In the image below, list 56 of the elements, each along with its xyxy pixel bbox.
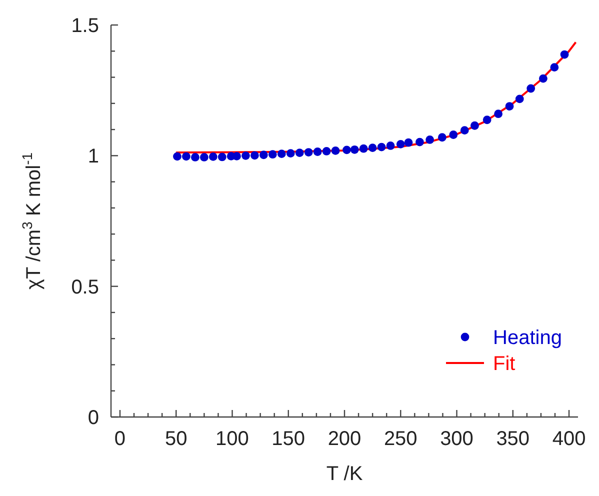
y-tick-label: 1.5	[71, 15, 99, 37]
x-tick-label: 400	[552, 428, 586, 450]
point	[331, 146, 340, 155]
x-tick-label: 250	[384, 428, 418, 450]
point	[250, 151, 259, 160]
point	[550, 63, 559, 72]
x-tick-label: 350	[496, 428, 530, 450]
point	[295, 148, 304, 157]
point	[526, 84, 536, 93]
point	[386, 142, 395, 150]
point	[515, 94, 524, 104]
point	[416, 138, 424, 146]
point	[396, 140, 405, 148]
y-tick-label: 1	[88, 146, 99, 168]
point	[286, 149, 295, 158]
point	[449, 130, 458, 139]
point	[368, 144, 377, 152]
point	[377, 142, 386, 152]
x-tick-label: 100	[216, 428, 249, 450]
x-tick-label: 300	[440, 428, 474, 450]
point	[342, 146, 351, 154]
legend-label: Heating	[493, 327, 562, 349]
point	[182, 152, 190, 161]
point	[426, 136, 434, 144]
y-tick-label: 0	[88, 407, 99, 429]
x-tick-label: 0	[114, 428, 126, 450]
point	[560, 50, 569, 59]
point	[190, 153, 200, 162]
point	[304, 148, 313, 156]
point	[494, 110, 502, 118]
point	[259, 150, 268, 160]
point	[350, 145, 359, 154]
point	[460, 126, 469, 135]
point	[482, 116, 492, 124]
point	[438, 133, 446, 142]
point	[322, 147, 331, 156]
point	[173, 152, 182, 161]
point	[232, 152, 241, 160]
point	[470, 121, 479, 130]
point	[404, 138, 413, 147]
point	[242, 151, 250, 160]
x-tick-label: 200	[328, 428, 362, 450]
point	[505, 102, 514, 110]
y-tick-label: 0.5	[71, 276, 99, 298]
point	[359, 144, 368, 153]
point	[268, 150, 277, 159]
legend-label: Fit	[493, 353, 516, 375]
x-tick-label: 50	[164, 428, 188, 450]
point	[200, 153, 208, 162]
x-axis-title: T /K	[326, 463, 364, 485]
x-tick-label: 150	[272, 428, 306, 450]
point	[277, 150, 286, 158]
point	[539, 74, 548, 83]
point	[208, 152, 218, 161]
point	[313, 148, 322, 156]
point	[218, 152, 226, 162]
